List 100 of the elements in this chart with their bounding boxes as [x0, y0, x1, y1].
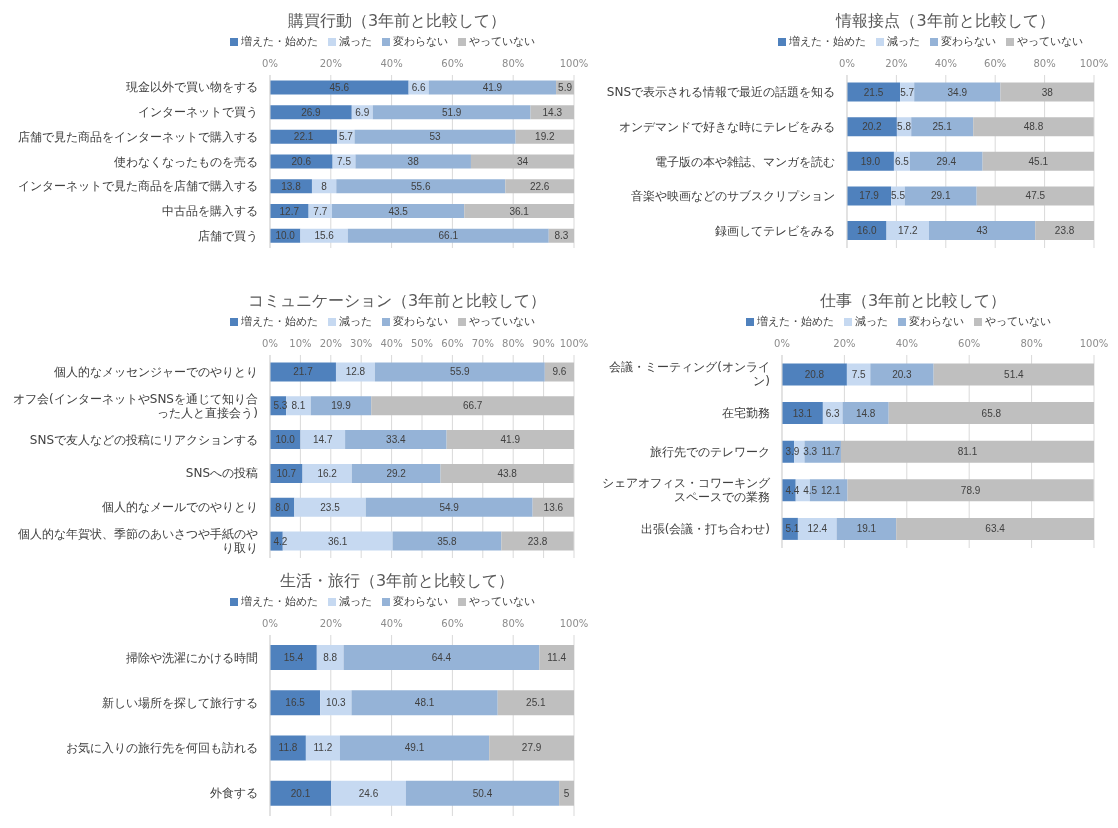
data-label: 5.7 [900, 86, 915, 98]
bar [840, 440, 1094, 463]
y-tick-label: 会議・ミーティング(オンライン) [609, 360, 770, 389]
data-label: 13.1 [792, 407, 813, 419]
data-label: 81.1 [957, 446, 978, 458]
y-tick-label: 外食する [210, 786, 258, 801]
data-label: 11.4 [547, 651, 567, 663]
bar [914, 82, 1001, 102]
bar [270, 362, 336, 382]
legend-label: 減った [337, 314, 372, 329]
data-label: 6.5 [895, 155, 910, 167]
x-tick-label: 70% [471, 338, 494, 349]
x-tick-label: 20% [833, 338, 856, 349]
data-label: 36.1 [509, 205, 530, 217]
data-label: 33.4 [386, 434, 407, 446]
data-label: 10.0 [275, 230, 296, 242]
bar [405, 780, 560, 806]
data-label: 8.8 [323, 651, 338, 663]
data-label: 53 [429, 131, 442, 143]
y-tick-label: 音楽や映画などのサブスクリプション [631, 189, 835, 204]
y-tick-label: SNSへの投稿 [185, 466, 258, 481]
data-label: 54.9 [439, 501, 460, 513]
bar [355, 154, 471, 169]
y-tick-label: 電子版の本や雑誌、マンガを読む [655, 154, 835, 169]
data-label: 10.7 [276, 467, 297, 479]
data-label: 12.7 [279, 205, 300, 217]
data-label: 21.7 [293, 366, 314, 378]
data-label: 34 [516, 156, 529, 168]
bar [497, 690, 574, 716]
bar [270, 105, 352, 120]
data-label: 45.6 [329, 81, 350, 93]
data-label: 16.0 [857, 225, 877, 237]
x-tick-label: 60% [441, 338, 464, 349]
data-label: 43.8 [497, 467, 518, 479]
data-label: 20.8 [804, 368, 825, 380]
data-label: 27.9 [521, 742, 542, 754]
y-tick-label: 個人的な年賀状、季節のあいさつや手紙のやり取り [18, 527, 258, 556]
bar [1035, 221, 1094, 241]
bar [836, 517, 897, 540]
data-label: 14.8 [855, 407, 876, 419]
data-label: 19.9 [331, 400, 352, 412]
y-tick-label: SNSで表示される情報で最近の話題を知る [606, 85, 835, 100]
data-label: 11.7 [821, 446, 841, 458]
data-label: 6.3 [825, 407, 841, 419]
x-tick-label: 20% [319, 338, 342, 349]
data-label: 8.3 [554, 230, 569, 242]
data-label: 16.2 [317, 467, 338, 479]
x-tick-label: 0% [839, 58, 855, 69]
legend-label: 減った [853, 314, 888, 329]
x-tick-label: 80% [502, 338, 525, 349]
bar [505, 179, 574, 194]
data-label: 5.7 [338, 131, 354, 143]
data-label: 65.8 [981, 407, 1002, 419]
bar [847, 82, 901, 102]
y-tick-label: 中古品を購入する [162, 203, 258, 218]
data-label: 15.4 [283, 651, 304, 663]
data-label: 19.1 [856, 523, 877, 535]
bar [797, 517, 837, 540]
bar [347, 228, 549, 243]
legend-label: やっていない [467, 314, 535, 329]
legend-label: やっていない [467, 34, 535, 49]
y-tick-label: インターネットで買う [138, 105, 258, 120]
data-label: 5.8 [897, 121, 912, 133]
data-label: 10.0 [275, 434, 296, 446]
data-label: 4.5 [803, 484, 818, 496]
data-label: 6.9 [355, 106, 370, 118]
data-label: 9.6 [552, 366, 567, 378]
legend-label: 変わらない [391, 314, 448, 329]
data-label: 24.6 [358, 787, 379, 799]
data-label: 55.6 [411, 180, 431, 192]
data-label: 51.4 [1004, 368, 1024, 380]
bar [351, 690, 498, 716]
data-label: 43 [976, 225, 989, 237]
x-tick-label: 0% [774, 338, 790, 349]
bar [888, 402, 1094, 425]
data-label: 12.1 [821, 484, 841, 496]
x-tick-label: 100% [559, 58, 589, 69]
legend-label: 変わらない [391, 34, 448, 49]
bar [270, 690, 321, 716]
bar [310, 396, 372, 416]
bar [372, 105, 531, 120]
data-label: 48.1 [414, 697, 435, 709]
y-tick-label: オフ会(インターネットやSNSを通じて知り合った人と直接会う) [13, 391, 258, 420]
bar [365, 497, 533, 517]
data-label: 3.3 [803, 446, 818, 458]
data-label: 11.8 [278, 742, 298, 754]
bar [982, 151, 1094, 171]
data-label: 7.7 [313, 205, 328, 217]
bar [270, 780, 332, 806]
bar [870, 363, 934, 386]
data-label: 34.9 [947, 86, 968, 98]
y-tick-label: 旅行先でのテレワーク [650, 444, 770, 459]
bar [332, 204, 465, 219]
y-tick-label: お気に入りの旅行先を何回も訪れる [66, 741, 258, 756]
data-label: 20.2 [862, 121, 883, 133]
y-tick-label: 在宅勤務 [722, 405, 770, 420]
data-label: 22.6 [529, 180, 550, 192]
legend-label: 減った [337, 34, 372, 49]
data-label: 41.9 [482, 81, 503, 93]
bar [354, 129, 516, 144]
